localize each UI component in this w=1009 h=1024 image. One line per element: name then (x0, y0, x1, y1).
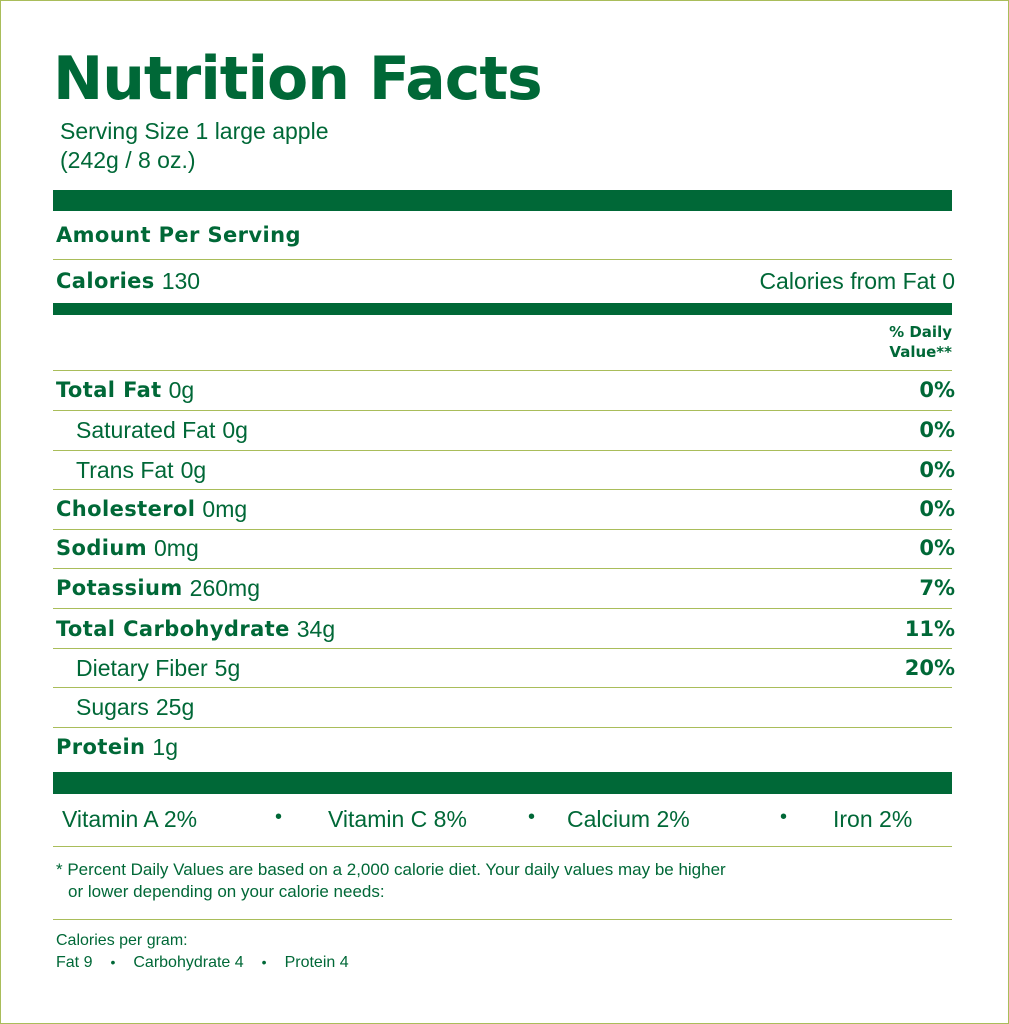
nutrient-daily-value: 0% (919, 497, 955, 521)
nutrient-amount: 0g (168, 376, 195, 403)
footnote-line2: or lower depending on your calorie needs… (68, 882, 385, 901)
medium-divider (53, 303, 952, 315)
nutrient-daily-value: 0% (919, 536, 955, 560)
nutrient-amount: 25g (155, 693, 195, 720)
nutrient-row-sodium: Sodium 0mg 0% (56, 533, 955, 563)
calcium: Calcium 2% (567, 806, 690, 832)
serving-weight: (242g / 8 oz.) (60, 147, 196, 173)
nutrient-daily-value: 0% (919, 378, 955, 402)
thin-divider (53, 529, 952, 530)
nutrient-amount: 0g (180, 456, 207, 483)
thick-divider (53, 772, 952, 794)
nutrient-row-dietary-fiber: Dietary Fiber 5g 20% (56, 653, 955, 683)
calories-per-gram-values: Fat 9 • Carbohydrate 4 • Protein 4 (56, 954, 349, 972)
nutrient-label: Dietary Fiber (76, 654, 208, 681)
nutrient-row-sugars: Sugars 25g (56, 692, 955, 722)
nutrient-amount: 34g (296, 615, 336, 642)
nutrient-row-saturated-fat: Saturated Fat 0g 0% (56, 415, 955, 445)
calories-per-gram-protein: Protein 4 (284, 954, 349, 971)
amount-per-serving: Amount Per Serving (56, 223, 301, 247)
calories-label: Calories (56, 269, 155, 293)
thick-divider (53, 190, 952, 211)
thin-divider (53, 919, 952, 920)
calories-per-gram-heading: Calories per gram: (56, 932, 188, 949)
nutrient-amount: 1g (152, 733, 178, 760)
serving-size: Serving Size 1 large apple (60, 118, 329, 144)
nutrient-daily-value: 11% (904, 617, 955, 641)
vitamin-separator: • (780, 806, 788, 828)
calories-value: 130 (161, 267, 201, 294)
thin-divider (53, 687, 952, 688)
nutrition-facts-label: Nutrition Facts Serving Size 1 large app… (53, 0, 955, 1024)
daily-value-header-line1: % Daily (889, 323, 952, 341)
nutrient-row-protein: Protein 1g (56, 732, 955, 762)
calories-per-gram-separator: • (110, 954, 116, 970)
thin-divider (53, 259, 952, 260)
thin-divider (53, 727, 952, 728)
label-title: Nutrition Facts (53, 44, 543, 114)
nutrient-daily-value: 7% (919, 576, 955, 600)
amount-per-serving-row: Amount Per Serving (56, 220, 955, 250)
iron: Iron 2% (833, 806, 913, 832)
nutrient-row-cholesterol: Cholesterol 0mg 0% (56, 494, 955, 524)
nutrient-amount: 0g (222, 416, 248, 443)
daily-value-header-line2: Value** (889, 343, 952, 361)
vitamin-separator: • (528, 806, 536, 828)
nutrient-label: Total Carbohydrate (56, 617, 290, 641)
thin-divider (53, 370, 952, 371)
nutrient-daily-value: 0% (919, 458, 955, 482)
nutrient-label: Sodium (56, 536, 148, 560)
nutrient-row-potassium: Potassium 260mg 7% (56, 573, 955, 603)
nutrient-row-total-fat: Total Fat 0g 0% (56, 375, 955, 405)
nutrient-label: Sugars (76, 693, 149, 720)
calories-row: Calories 130 Calories from Fat 0 (56, 266, 955, 296)
calories-per-gram-carbohydrate: Carbohydrate 4 (133, 954, 244, 971)
calories-per-gram-fat: Fat 9 (56, 954, 93, 971)
thin-divider (53, 608, 952, 609)
nutrient-label: Saturated Fat (76, 416, 216, 443)
nutrient-row-total-carbohydrate: Total Carbohydrate 34g 11% (56, 614, 955, 644)
vitamin-a: Vitamin A 2% (62, 806, 198, 832)
thin-divider (53, 489, 952, 490)
thin-divider (53, 568, 952, 569)
calories-from-fat: Calories from Fat 0 (759, 267, 955, 294)
nutrient-row-trans-fat: Trans Fat 0g 0% (56, 455, 955, 485)
nutrient-daily-value: 0% (919, 418, 955, 442)
nutrient-label: Trans Fat (76, 456, 174, 483)
nutrient-amount: 260mg (189, 574, 260, 601)
nutrient-amount: 0mg (202, 495, 248, 522)
thin-divider (53, 846, 952, 847)
nutrient-daily-value: 20% (904, 656, 955, 680)
footnote-line1: * Percent Daily Values are based on a 2,… (56, 860, 726, 879)
calories-per-gram-separator: • (261, 954, 267, 970)
nutrient-label: Protein (56, 735, 146, 759)
nutrient-amount: 5g (214, 654, 241, 681)
thin-divider (53, 648, 952, 649)
nutrient-label: Cholesterol (56, 497, 196, 521)
thin-divider (53, 450, 952, 451)
nutrient-label: Potassium (56, 576, 183, 600)
vitamin-c: Vitamin C 8% (328, 806, 467, 832)
daily-value-header: % Daily Value** (889, 322, 952, 362)
nutrient-label: Total Fat (56, 378, 162, 402)
thin-divider (53, 410, 952, 411)
nutrient-amount: 0mg (154, 534, 199, 561)
vitamin-separator: • (275, 806, 283, 828)
